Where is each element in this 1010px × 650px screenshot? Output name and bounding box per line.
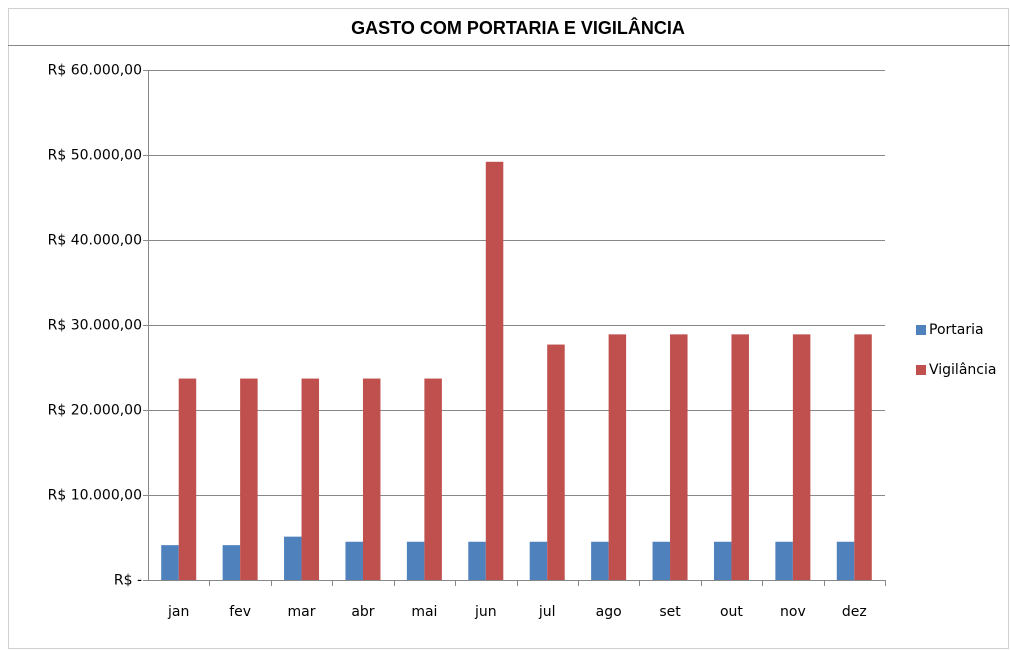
bar xyxy=(240,378,258,580)
bar xyxy=(345,541,363,580)
legend-label: Vigilância xyxy=(929,362,996,378)
y-tick-label: R$ 30.000,00 xyxy=(48,318,142,334)
bar xyxy=(836,541,855,580)
x-tick-label: jun xyxy=(474,604,497,620)
bar xyxy=(731,334,749,580)
y-tick-label: R$ 40.000,00 xyxy=(48,233,142,249)
x-tick-label: dez xyxy=(842,604,867,620)
x-tick-label: fev xyxy=(229,604,251,620)
bar xyxy=(161,545,179,580)
bar xyxy=(547,344,565,580)
x-tick-label: out xyxy=(720,604,743,620)
x-tick-label: set xyxy=(659,604,681,620)
legend-swatch xyxy=(916,325,926,335)
x-tick-label: abr xyxy=(351,604,374,620)
x-tick-label: jan xyxy=(167,604,189,620)
legend-swatch xyxy=(916,365,926,375)
bar xyxy=(854,334,872,580)
bar xyxy=(222,545,241,580)
bar xyxy=(529,541,548,580)
bar xyxy=(301,378,320,580)
bar xyxy=(178,378,197,580)
bar xyxy=(670,334,688,580)
bar xyxy=(485,161,504,581)
bar xyxy=(775,541,793,580)
x-tick-label: mai xyxy=(411,604,437,620)
y-tick-label: R$ 10.000,00 xyxy=(48,488,142,504)
x-tick-label: jul xyxy=(538,604,556,620)
bar xyxy=(424,378,442,580)
chart-title: GASTO COM PORTARIA E VIGILÂNCIA xyxy=(351,17,685,38)
bar xyxy=(284,536,302,580)
bar xyxy=(468,541,486,580)
bar xyxy=(406,541,425,580)
legend-label: Portaria xyxy=(929,322,984,338)
y-tick-label: R$ 60.000,00 xyxy=(48,63,142,79)
bar xyxy=(713,541,732,580)
bar xyxy=(362,378,381,580)
y-tick-label: R$ 50.000,00 xyxy=(48,148,142,164)
x-tick-label: mar xyxy=(288,604,316,620)
x-tick-label: nov xyxy=(780,604,806,620)
bar xyxy=(652,541,671,580)
chart-frame xyxy=(8,8,1009,649)
bar xyxy=(591,541,609,580)
x-tick-label: ago xyxy=(596,604,622,620)
y-tick-label: R$ - xyxy=(114,573,142,589)
y-tick-label: R$ 20.000,00 xyxy=(48,403,142,419)
bar xyxy=(608,334,627,580)
bar xyxy=(792,334,811,580)
